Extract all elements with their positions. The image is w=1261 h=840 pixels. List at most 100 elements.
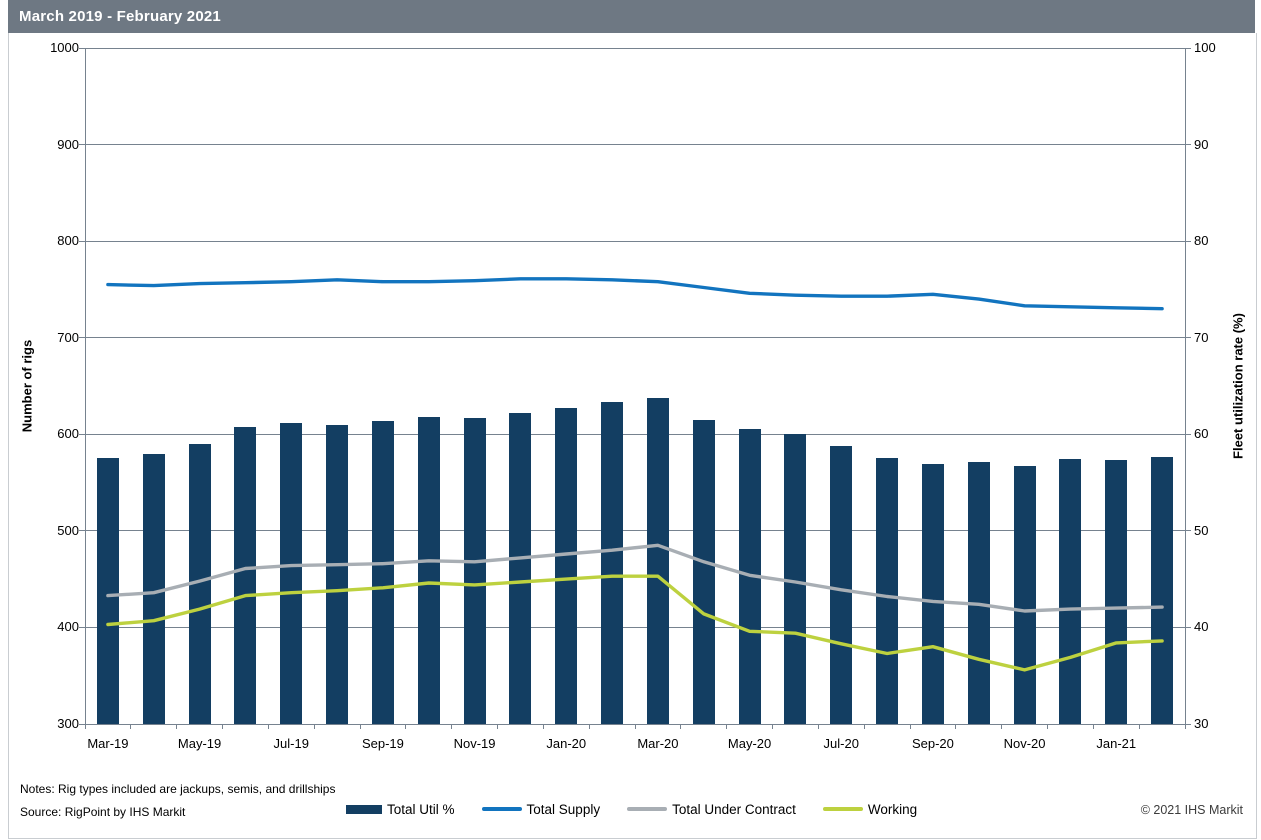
left-axis-tick [79,530,85,532]
line-working [106,574,1164,672]
left-axis-tick [79,47,85,49]
gridline [85,626,1185,628]
legend-label: Total Supply [526,801,601,817]
legend-swatch-bar [346,804,382,814]
x-axis-tick [405,724,407,729]
x-axis-tick-label: Jul-19 [273,736,309,751]
legend: Total Util % Total Supply Total Under Cont… [346,799,917,819]
legend-label: Total Util % [387,801,455,817]
x-axis-tick [542,724,544,729]
bar-total-util [876,458,899,724]
plot-area [79,47,1191,729]
right-axis-tick-label: 100 [1194,40,1216,55]
x-axis-tick-label: Jan-21 [1096,736,1137,751]
left-axis-tick [79,433,85,435]
x-axis-tick-label: Sep-20 [911,736,954,751]
x-axis-tick [726,724,728,729]
legend-label: Total Under Contract [672,801,796,817]
right-axis-tick [1185,144,1191,146]
chart-title-bar: March 2019 - February 2021 [8,0,1255,33]
gridline [85,433,1185,435]
right-axis-tick [1185,337,1191,339]
right-axis-tick-label: 60 [1194,426,1209,442]
left-axis-tick [79,144,85,146]
bar-total-util [326,424,349,724]
footer-notes: Notes: Rig types included are jackups, s… [20,778,335,824]
x-axis-tick [1047,724,1048,729]
bar-total-util [280,422,303,724]
bar-total-util [830,445,853,724]
x-axis-tick [588,724,590,729]
x-axis-tick-label: Jul-20 [823,736,859,751]
gridline [85,337,1185,339]
bar-total-util [509,413,532,724]
right-axis-tick [1185,433,1191,435]
x-axis-tick [267,724,269,729]
x-axis-tick-label: Nov-20 [1003,736,1046,751]
gridline [85,240,1185,242]
bar-total-util [555,408,578,724]
x-axis-tick [955,724,957,729]
bar-total-util [1151,457,1174,724]
left-axis-tick-label: 500 [57,522,79,538]
bar-total-util [371,420,394,724]
bar-total-util [646,397,669,724]
left-axis-tick-label: 400 [57,619,79,635]
x-axis-tick [863,724,865,729]
x-axis-tick [817,724,819,729]
legend-item-total-supply: Total Supply [481,801,601,817]
x-axis-tick-label: Mar-19 [87,736,129,751]
right-axis-title: Fleet utilization rate (%) [1230,313,1246,459]
x-axis-tick-label: May-20 [727,736,772,751]
left-axis-tick [79,723,85,725]
x-axis-tick-label: Nov-19 [453,736,496,751]
chart-title: March 2019 - February 2021 [19,8,221,25]
x-axis-tick [176,724,178,729]
right-axis-tick [1185,626,1191,628]
legend-swatch-line [822,807,863,811]
bar-total-util [417,416,440,724]
x-axis-tick [772,724,773,729]
left-axis-tick-label: 700 [57,329,79,345]
gridline [85,144,1185,146]
copyright-text: © 2021 IHS Markit [1140,803,1243,817]
right-axis-tick [1185,47,1191,49]
left-axis-tick-label: 600 [57,426,79,442]
bar-total-util [234,426,257,724]
legend-item-working: Working [822,801,918,817]
left-axis-tick [79,337,85,339]
plot-left-border [85,48,86,729]
x-axis-tick [1138,724,1140,729]
left-axis-tick-label: 300 [57,716,79,731]
left-axis-tick-label: 900 [57,136,79,152]
x-axis-tick [359,724,361,729]
right-axis-tick-label: 90 [1194,136,1209,152]
bar-total-util [601,402,624,724]
bar-total-util [1105,460,1128,724]
x-axis-tick [634,724,636,729]
right-axis-tick-label: 40 [1194,619,1209,635]
x-axis-tick-label: Jan-20 [546,736,587,751]
bar-total-util [1013,466,1036,724]
left-axis-tick [79,240,85,242]
legend-label: Working [867,801,918,817]
legend-item-total-under-contract: Total Under Contract [627,802,796,817]
notes-text: Notes: Rig types included are jackups, s… [20,782,336,796]
left-axis-tick-label: 1000 [50,40,79,55]
right-axis-tick [1185,530,1191,532]
right-axis-tick-label: 70 [1194,329,1209,345]
line-total-under-contract [106,543,1164,613]
x-axis-tick [130,724,132,729]
bar-total-util [692,419,715,724]
right-axis-tick-label: 50 [1194,522,1209,538]
line-series [106,277,1164,672]
right-axis-tick-label: 80 [1194,233,1209,249]
bar-total-util [188,443,211,724]
right-axis-tick [1185,723,1191,725]
x-axis-tick-label: May-19 [177,736,222,751]
bar-total-util [921,464,944,724]
right-axis-tick [1185,240,1191,242]
line-total-supply [106,277,1164,311]
x-axis-tick [680,724,682,729]
bar-total-util [96,458,119,724]
